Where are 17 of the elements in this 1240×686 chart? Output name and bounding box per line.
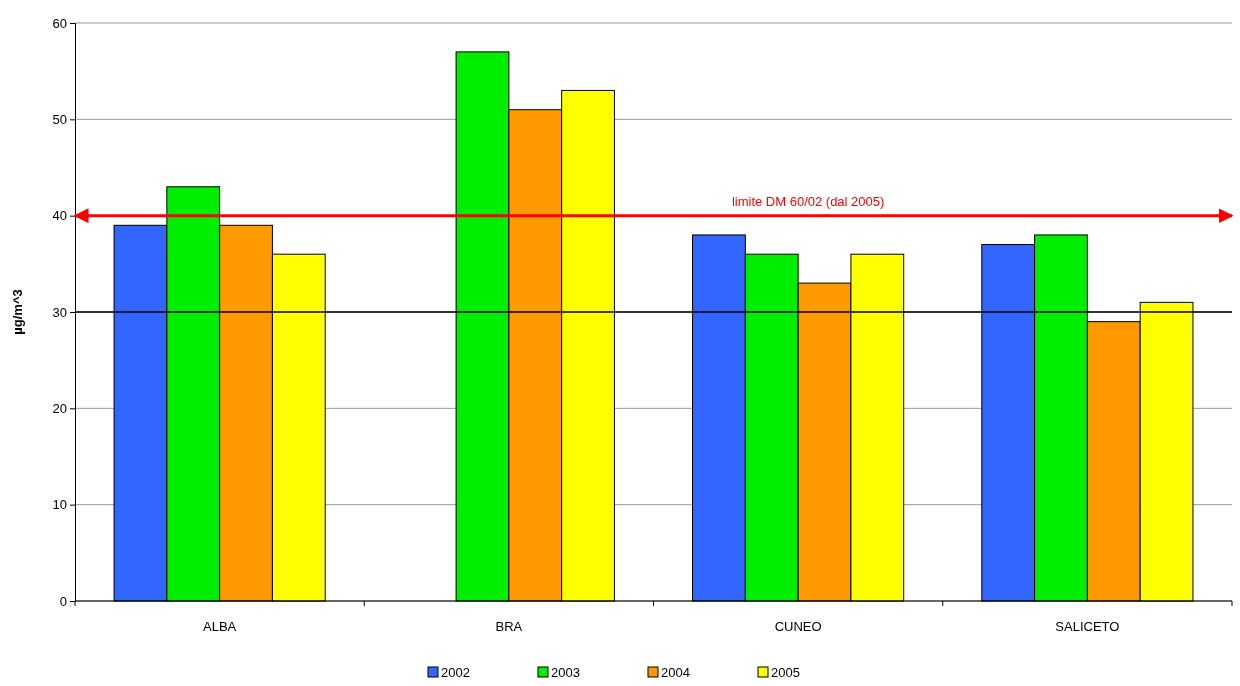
ref-line-label: limite DM 60/02 (dal 2005) <box>731 193 885 209</box>
y-tick-label: 30 <box>52 304 67 320</box>
legend-label: 2005 <box>771 665 800 680</box>
y-tick-label: 50 <box>52 111 67 127</box>
x-tick-label: SALICETO <box>1055 619 1120 634</box>
legend-label: 2002 <box>441 665 470 680</box>
x-tick-label: ALBA <box>203 619 237 634</box>
y-tick-label: 0 <box>59 593 67 609</box>
y-tick-label: 20 <box>52 400 67 416</box>
y-tick-label: 40 <box>52 208 67 224</box>
y-tick-label: 10 <box>52 497 67 513</box>
legend-label: 2003 <box>551 665 580 680</box>
x-tick-label: BRA <box>495 619 523 634</box>
y-tick-label: 60 <box>52 15 67 31</box>
legend-label: 2004 <box>661 665 690 680</box>
x-tick-label: CUNEO <box>774 619 822 634</box>
y-axis-title: µg/m^3 <box>10 289 25 335</box>
